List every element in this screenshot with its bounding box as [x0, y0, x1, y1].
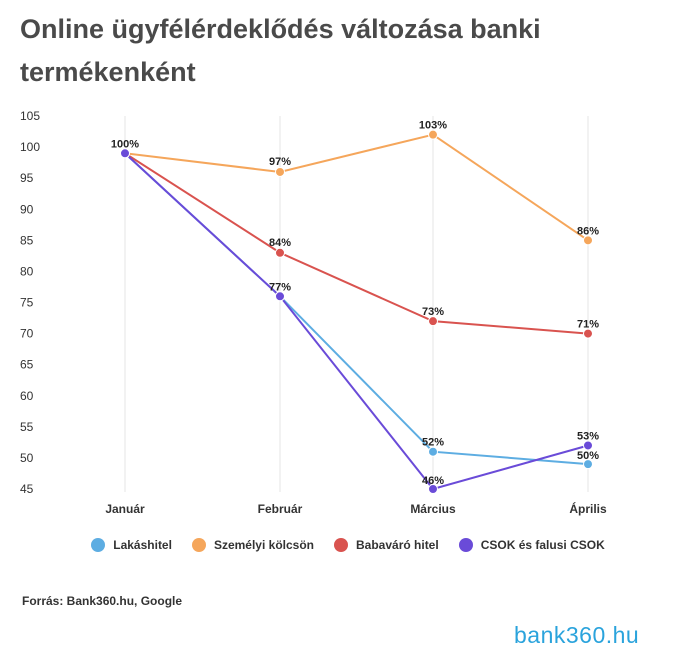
- legend-swatch: [458, 538, 473, 552]
- data-label: 50%: [577, 450, 599, 462]
- y-tick-label: 50: [20, 451, 34, 465]
- legend-label: Lakáshitel: [113, 538, 172, 552]
- data-label: 77%: [269, 281, 291, 293]
- y-tick-label: 75: [20, 296, 34, 310]
- y-tick-label: 55: [20, 420, 34, 434]
- legend-label: CSOK és falusi CSOK: [480, 538, 605, 552]
- data-point: [428, 129, 438, 140]
- legend-item-csok[interactable]: CSOK és falusi CSOK: [458, 538, 605, 552]
- data-point: [275, 166, 285, 177]
- data-label: 84%: [269, 237, 291, 249]
- legend-item-szemelyi-kolcson[interactable]: Személyi kölcsön: [191, 538, 314, 552]
- data-point: [428, 316, 438, 327]
- y-tick-label: 95: [20, 171, 34, 185]
- data-point: [120, 148, 130, 159]
- data-label: 53%: [577, 430, 599, 442]
- legend-label: Babaváró hitel: [356, 538, 439, 552]
- data-label: 103%: [419, 120, 447, 132]
- data-point: [275, 247, 285, 258]
- data-label: 73%: [422, 306, 444, 318]
- line-chart: 105 100 95 90 85 80 75 70 65 60 55 50 45 Január Februá…: [20, 109, 607, 516]
- source-note: Forrás: Bank360.hu, Google: [22, 594, 183, 608]
- data-point: [583, 440, 593, 451]
- bank360-logo[interactable]: bank360.hu: [514, 622, 640, 648]
- legend-swatch: [91, 538, 106, 552]
- legend: Lakáshitel Személyi kölcsön Babaváró hit…: [0, 538, 696, 552]
- data-point: [583, 235, 593, 246]
- data-point: [275, 291, 285, 302]
- series-line: [124, 152, 589, 466]
- x-tick-label: Február: [258, 502, 303, 516]
- y-tick-label: 45: [20, 482, 34, 496]
- data-label: 52%: [422, 437, 444, 449]
- legend-label: Személyi kölcsön: [213, 538, 314, 552]
- legend-item-babavaro-hitel[interactable]: Babaváró hitel: [334, 538, 439, 552]
- series-line: [124, 152, 589, 335]
- data-label: 97%: [269, 156, 291, 168]
- data-point: [583, 459, 593, 470]
- data-label: 100%: [111, 138, 139, 150]
- y-tick-label: 65: [20, 358, 34, 372]
- y-tick-label: 100: [20, 140, 40, 154]
- data-point: [428, 446, 438, 457]
- data-label: 86%: [577, 225, 599, 237]
- x-tick-label: Április: [569, 501, 607, 516]
- series-line: [124, 133, 589, 242]
- y-tick-label: 105: [20, 109, 40, 123]
- y-tick-label: 80: [20, 264, 34, 278]
- data-label: 71%: [577, 319, 599, 331]
- x-tick-label: Január: [105, 502, 145, 516]
- chart-title: Online ügyfélérdeklődés változása banki …: [20, 14, 541, 87]
- data-label: 46%: [422, 475, 444, 487]
- legend-swatch: [334, 538, 348, 552]
- y-tick-label: 90: [20, 202, 34, 216]
- y-tick-label: 70: [20, 327, 34, 341]
- y-tick-label: 85: [20, 233, 34, 247]
- legend-item-lakashitel[interactable]: Lakáshitel: [91, 538, 172, 552]
- y-tick-label: 60: [20, 389, 34, 403]
- series-line: [124, 152, 589, 491]
- x-tick-label: Március: [410, 502, 456, 516]
- legend-swatch: [191, 538, 206, 552]
- data-point: [428, 484, 438, 494]
- data-point: [583, 328, 593, 339]
